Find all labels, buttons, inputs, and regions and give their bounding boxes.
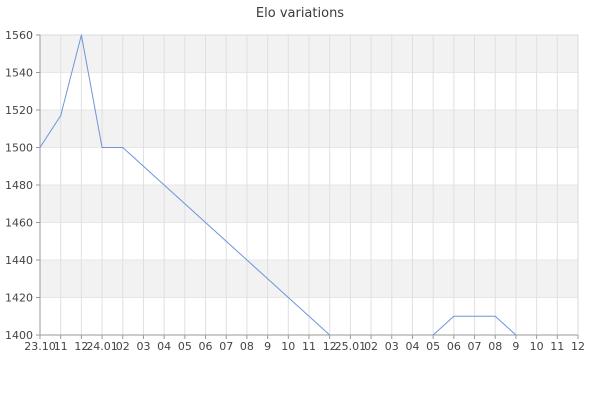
y-tick-label: 1540 [5, 67, 33, 80]
x-tick-label: 24.01 [86, 340, 118, 353]
x-tick-label: 11 [550, 340, 564, 353]
series-lines [39, 34, 517, 336]
y-tick-label: 1560 [5, 29, 33, 42]
x-tick-label: 12 [323, 340, 337, 353]
x-tick-label: 12 [74, 340, 88, 353]
x-tick-label: 06 [447, 340, 461, 353]
x-tick-label: 10 [281, 340, 295, 353]
y-tick-label: 1460 [5, 217, 33, 230]
x-tick-label: 05 [426, 340, 440, 353]
elo-series-line [39, 34, 331, 336]
x-tick-label: 05 [178, 340, 192, 353]
elo-series-line [432, 315, 517, 336]
plot-border [40, 34, 579, 335]
x-tick-label: 07 [468, 340, 482, 353]
x-tick-label: 04 [405, 340, 419, 353]
y-tick-label: 1400 [5, 329, 33, 342]
x-tick-label: 02 [364, 340, 378, 353]
x-tick-label: 08 [240, 340, 254, 353]
x-tick-label: 9 [264, 340, 271, 353]
x-tick-label: 11 [302, 340, 316, 353]
x-tick-label: 03 [136, 340, 150, 353]
y-tick-label: 1440 [5, 254, 33, 267]
x-tick-label: 08 [488, 340, 502, 353]
x-tick-label: 02 [116, 340, 130, 353]
tick-marks [36, 34, 579, 339]
y-tick-label: 1480 [5, 179, 33, 192]
vertical-gridlines [60, 35, 579, 335]
x-tick-label: 06 [199, 340, 213, 353]
y-tick-label: 1520 [5, 104, 33, 117]
y-axis-labels: 1400 1420 1440 1460 1480 1500 1520 1540 1560 [5, 29, 33, 342]
x-tick-label: 03 [385, 340, 399, 353]
x-tick-label: 25.01 [335, 340, 367, 353]
chart-title: Elo variations [256, 6, 344, 21]
x-tick-label: 07 [219, 340, 233, 353]
x-tick-label: 9 [512, 340, 519, 353]
x-tick-label: 10 [530, 340, 544, 353]
y-tick-label: 1420 [5, 292, 33, 305]
x-tick-label: 04 [157, 340, 171, 353]
y-tick-label: 1500 [5, 142, 33, 155]
x-tick-label: 11 [54, 340, 68, 353]
x-tick-label: 23.10 [24, 340, 56, 353]
x-tick-label: 12 [571, 340, 585, 353]
